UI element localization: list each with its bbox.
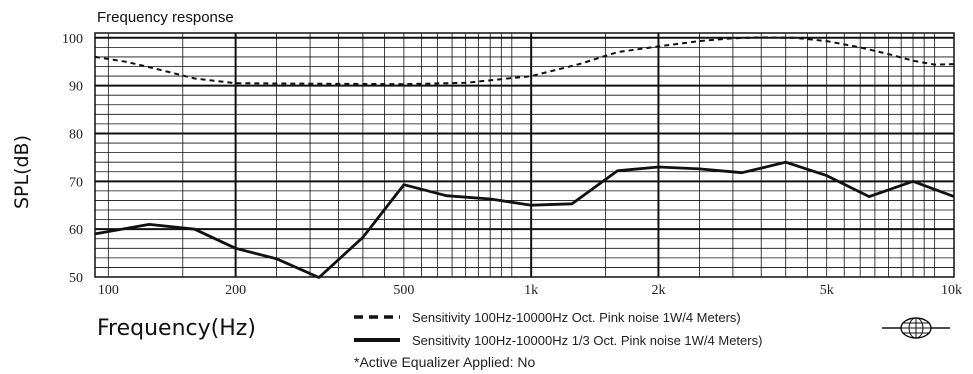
x-tick-label: 100 xyxy=(98,283,119,298)
legend-label-octave: Sensitivity 100Hz-10000Hz Oct. Pink nois… xyxy=(412,310,741,325)
equalizer-note: *Active Equalizer Applied: No xyxy=(354,354,536,370)
y-tick-label: 90 xyxy=(69,80,83,95)
x-axis-label: Frequency(Hz) xyxy=(97,316,256,341)
x-tick-label: 200 xyxy=(225,283,246,298)
series-line-octave xyxy=(94,36,955,86)
plot-frame xyxy=(94,32,955,278)
y-tick-label: 60 xyxy=(69,223,83,238)
y-tick-labels: 50 60 70 80 90 100 xyxy=(62,32,83,286)
series-line-third-octave xyxy=(94,160,955,279)
x-tick-label: 5k xyxy=(820,283,834,298)
legend-label-third-octave: Sensitivity 100Hz-10000Hz 1/3 Oct. Pink … xyxy=(412,333,762,348)
y-tick-label: 50 xyxy=(69,271,83,286)
y-tick-label: 80 xyxy=(69,127,83,142)
y-tick-label: 100 xyxy=(62,32,83,47)
x-tick-labels: 100 200 500 1k 2k 5k 10k xyxy=(98,283,962,298)
grid xyxy=(94,32,955,278)
legend: Sensitivity 100Hz-10000Hz Oct. Pink nois… xyxy=(354,310,762,348)
chart-title: Frequency response xyxy=(97,9,234,26)
y-axis-label: SPL(dB) xyxy=(11,135,33,209)
x-tick-label: 500 xyxy=(393,283,414,298)
series xyxy=(94,36,955,279)
logo-globe-icon xyxy=(882,317,950,339)
x-tick-label: 10k xyxy=(941,283,962,298)
y-tick-label: 70 xyxy=(69,175,83,190)
x-tick-label: 2k xyxy=(651,283,665,298)
x-tick-label: 1k xyxy=(524,283,538,298)
